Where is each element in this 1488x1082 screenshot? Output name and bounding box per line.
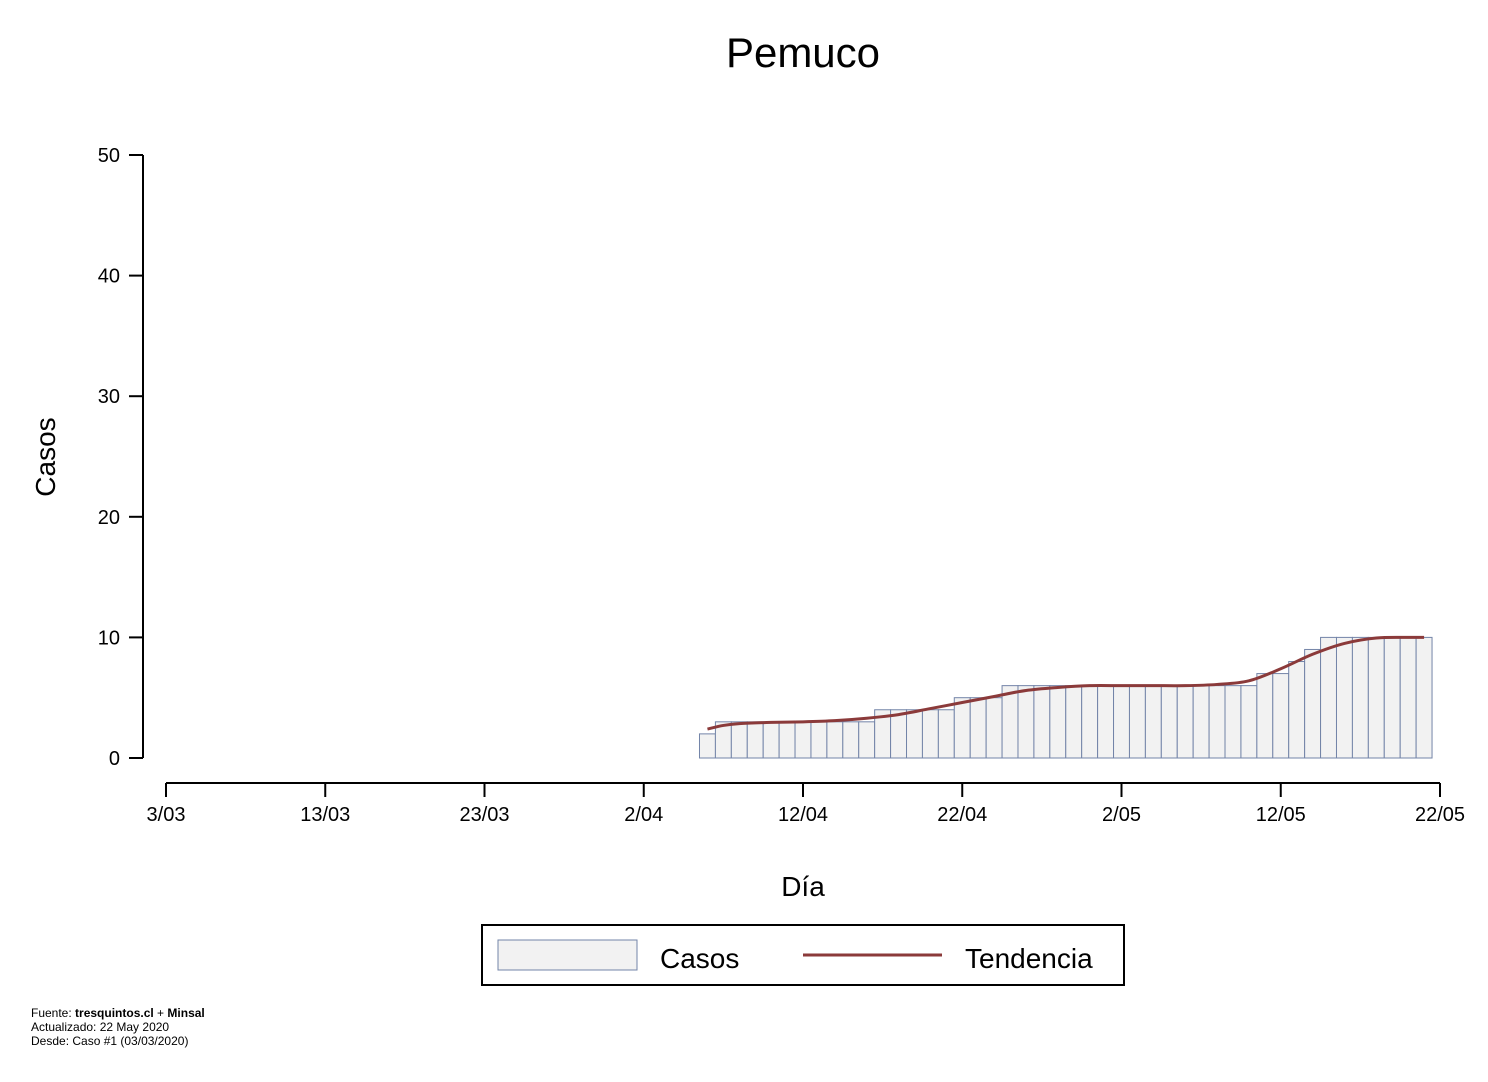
y-tick-label: 50 — [98, 145, 120, 167]
bar — [1065, 685, 1083, 759]
bar — [1176, 685, 1194, 759]
bar — [1304, 648, 1322, 759]
x-tick-label: 22/05 — [1415, 804, 1465, 826]
y-axis-label: Casos — [30, 417, 61, 496]
bar — [985, 697, 1003, 759]
x-tick-label: 2/04 — [624, 804, 663, 826]
bar — [1256, 673, 1274, 759]
legend-label-tendencia: Tendencia — [965, 943, 1093, 974]
bar — [1383, 636, 1401, 759]
bar — [1097, 685, 1115, 759]
bar — [826, 721, 844, 759]
bar — [1240, 685, 1258, 759]
bar — [698, 733, 716, 759]
legend-swatch-casos — [497, 939, 638, 971]
source-minsal: Minsal — [167, 1006, 205, 1020]
since-line: Desde: Caso #1 (03/03/2020) — [31, 1034, 189, 1048]
bar — [794, 721, 812, 759]
bar — [1272, 673, 1290, 759]
source-prefix: Fuente: — [31, 1006, 76, 1020]
x-tick-label: 3/03 — [147, 804, 186, 826]
bar — [730, 721, 748, 759]
x-axis: 3/03 13/03 23/03 2/04 12/04 22/04 2/05 12/05 22/… — [147, 782, 1465, 826]
bar — [1415, 636, 1433, 759]
bar — [1320, 636, 1337, 759]
legend-label-casos: Casos — [660, 943, 739, 974]
x-tick-label: 13/03 — [300, 804, 350, 826]
trend-line — [707, 635, 1425, 731]
bar — [1144, 685, 1162, 759]
source-line: Fuente: tresquintos.cl + Minsal — [31, 1006, 205, 1020]
bar — [906, 709, 923, 759]
chart-title: Pemuco — [726, 29, 880, 76]
x-axis-label: Día — [781, 871, 825, 902]
bar — [1160, 685, 1178, 759]
source-plus: + — [153, 1006, 168, 1020]
bar — [762, 721, 780, 759]
bar — [1288, 661, 1306, 759]
y-axis: 0 10 20 30 40 50 — [98, 145, 144, 770]
bar — [858, 721, 876, 759]
bar — [1192, 685, 1210, 759]
y-tick-label: 0 — [109, 748, 120, 770]
bar — [1081, 685, 1099, 759]
bar — [969, 697, 987, 759]
bar — [1128, 685, 1146, 759]
bar — [1033, 685, 1051, 759]
x-tick-label: 23/03 — [459, 804, 509, 826]
x-tick-label: 22/04 — [937, 804, 987, 826]
legend: Casos Tendencia — [481, 924, 1125, 986]
bar-series — [698, 636, 1433, 759]
updated-line: Actualizado: 22 May 2020 — [31, 1020, 170, 1034]
x-tick-label: 12/04 — [778, 804, 828, 826]
y-tick-label: 30 — [98, 386, 120, 408]
source-note: Fuente: tresquintos.cl + Minsal Actualiz… — [31, 1006, 205, 1048]
bar — [1351, 636, 1369, 759]
bar — [953, 697, 971, 759]
bar — [921, 709, 939, 759]
bar — [1224, 685, 1242, 759]
bar — [842, 721, 860, 759]
y-tick-label: 10 — [98, 627, 120, 649]
source-tresquintos: tresquintos.cl — [75, 1006, 154, 1020]
y-tick-label: 40 — [98, 266, 120, 288]
y-tick-label: 20 — [98, 507, 120, 529]
bar — [1001, 685, 1019, 759]
bar — [1208, 685, 1226, 759]
bar — [1049, 685, 1067, 759]
bar — [1399, 636, 1417, 759]
bar — [1113, 685, 1130, 759]
bar — [778, 721, 796, 759]
x-tick-label: 2/05 — [1102, 804, 1141, 826]
bar — [890, 709, 908, 759]
x-tick-label: 12/05 — [1256, 804, 1306, 826]
bar — [1367, 636, 1385, 759]
bar — [746, 721, 764, 759]
bar — [937, 709, 955, 759]
bar — [1335, 636, 1353, 759]
bar — [810, 721, 828, 759]
bar — [1017, 685, 1035, 759]
